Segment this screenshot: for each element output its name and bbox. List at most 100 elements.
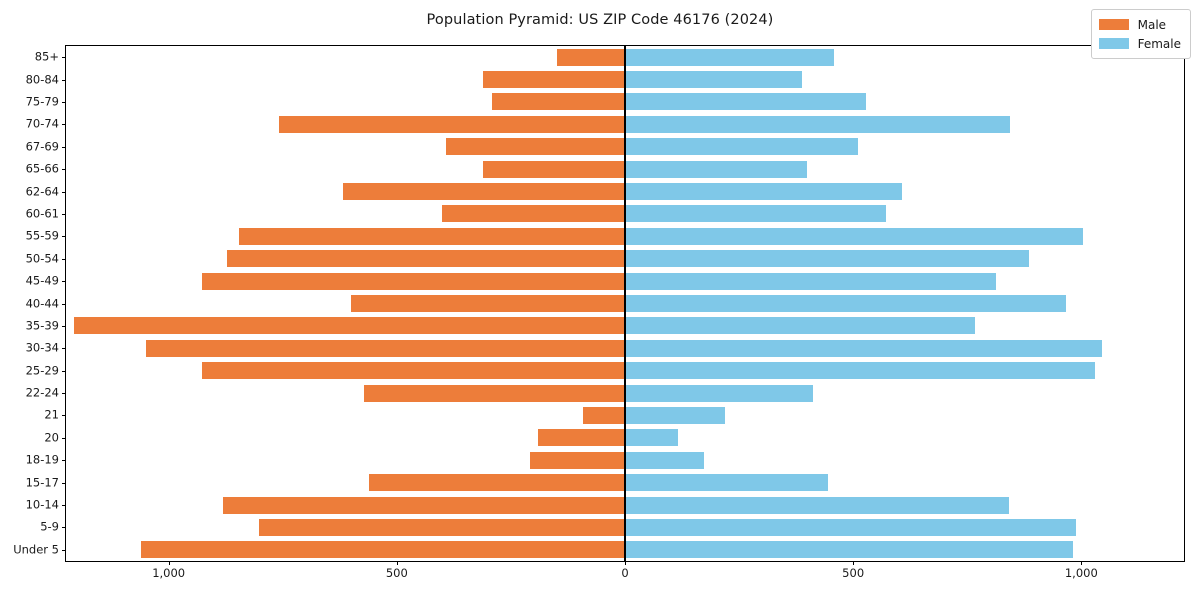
bar-row — [66, 294, 1184, 312]
x-axis-tick-label: 500 — [385, 566, 408, 580]
bar-female[interactable] — [625, 115, 1010, 133]
x-axis-tick-label: 500 — [842, 566, 865, 580]
bar-male[interactable] — [141, 541, 625, 559]
y-axis-tick-mark — [62, 437, 66, 439]
y-axis-tick-label: 67-69 — [25, 139, 59, 153]
y-axis-tick-label: 85+ — [34, 49, 59, 64]
y-axis-tick-label: 70-74 — [25, 116, 59, 131]
legend-label-male: Male — [1137, 17, 1167, 32]
page-title: Population Pyramid: US ZIP Code 46176 (2… — [426, 12, 774, 28]
legend-entry-male[interactable]: Male — [1098, 15, 1181, 34]
legend-entry-female[interactable]: Female — [1098, 34, 1181, 53]
bar-female[interactable] — [625, 250, 1029, 268]
bar-female[interactable] — [625, 138, 859, 156]
bar-female[interactable] — [625, 406, 725, 424]
bar-male[interactable] — [201, 362, 625, 380]
plot-area: 85+ 80-84 75-79 70-74 67-69 65-66 62-64 60-61 55… — [13, 45, 1185, 579]
y-axis-tick-label: 22-24 — [25, 385, 59, 400]
x-axis-tick-label: 1,000 — [152, 566, 186, 580]
bar-male[interactable] — [368, 474, 625, 492]
y-axis-tick-label: 62-64 — [25, 183, 59, 198]
bar-female[interactable] — [625, 160, 807, 178]
bar-row — [66, 339, 1184, 357]
y-axis-tick-label: Under 5 — [13, 542, 59, 557]
bar-female[interactable] — [625, 541, 1074, 559]
bar-male[interactable] — [343, 183, 625, 201]
y-axis-tick-mark — [62, 281, 66, 283]
y-axis-tick-mark — [62, 527, 66, 529]
y-axis-tick-label: 21 — [44, 407, 59, 422]
x-axis-tick-label: 1,000 — [1064, 566, 1098, 580]
y-axis-tick-mark — [62, 393, 66, 395]
y-axis-tick-mark — [62, 325, 66, 327]
bar-female[interactable] — [625, 71, 802, 89]
bar-female[interactable] — [625, 518, 1076, 536]
bar-row — [66, 71, 1184, 89]
bar-row — [66, 183, 1184, 201]
y-axis-tick-label: 18-19 — [25, 452, 59, 467]
bar-male[interactable] — [491, 93, 625, 111]
bar-female[interactable] — [625, 272, 996, 290]
bar-male[interactable] — [146, 339, 625, 357]
x-axis-tick-mark — [625, 561, 626, 565]
y-axis-tick-label: 30-34 — [25, 340, 59, 355]
y-axis-tick-label: 50-54 — [25, 250, 59, 265]
bar-male[interactable] — [530, 451, 625, 469]
bar-female[interactable] — [625, 48, 834, 66]
bars-layer — [66, 46, 1184, 561]
bar-row — [66, 496, 1184, 514]
bar-female[interactable] — [625, 429, 679, 447]
bar-female[interactable] — [625, 451, 704, 469]
y-axis-tick-mark — [62, 101, 66, 103]
x-axis-tick-mark — [1081, 561, 1083, 565]
bar-male[interactable] — [222, 496, 625, 514]
bar-female[interactable] — [625, 339, 1103, 357]
bar-row — [66, 451, 1184, 469]
bar-female[interactable] — [625, 205, 886, 223]
y-axis-tick-label: 45-49 — [25, 273, 59, 288]
bar-female[interactable] — [625, 294, 1067, 312]
bar-row — [66, 138, 1184, 156]
bar-female[interactable] — [625, 317, 975, 335]
bar-female[interactable] — [625, 474, 828, 492]
legend-swatch-male-icon — [1098, 19, 1129, 30]
y-axis-tick-mark — [62, 549, 66, 551]
y-axis-tick-label: 60-61 — [25, 206, 59, 221]
bar-male[interactable] — [239, 227, 625, 245]
bar-male[interactable] — [446, 138, 625, 156]
bar-male[interactable] — [73, 317, 625, 335]
y-axis-tick-label: 80-84 — [25, 71, 59, 86]
bar-male[interactable] — [582, 406, 625, 424]
y-axis-tick-mark — [62, 303, 66, 305]
y-axis-tick-mark — [62, 124, 66, 126]
bar-male[interactable] — [227, 250, 625, 268]
y-axis-tick-mark — [62, 460, 66, 462]
x-axis-tick-mark — [853, 561, 855, 565]
bar-male[interactable] — [538, 429, 625, 447]
bar-male[interactable] — [201, 272, 625, 290]
bar-male[interactable] — [278, 115, 625, 133]
bar-male[interactable] — [363, 384, 625, 402]
bar-female[interactable] — [625, 183, 902, 201]
bar-male[interactable] — [258, 518, 625, 536]
bar-male[interactable] — [442, 205, 625, 223]
bar-male[interactable] — [556, 48, 625, 66]
bar-row — [66, 406, 1184, 424]
bar-male[interactable] — [482, 71, 625, 89]
bar-row — [66, 541, 1184, 559]
bar-female[interactable] — [625, 496, 1009, 514]
bar-male[interactable] — [482, 160, 625, 178]
bar-male[interactable] — [351, 294, 625, 312]
bar-row — [66, 250, 1184, 268]
bar-female[interactable] — [625, 227, 1084, 245]
y-axis-tick-label: 5-9 — [40, 519, 59, 534]
y-axis-tick-label: 65-66 — [25, 161, 59, 176]
bar-female[interactable] — [625, 384, 813, 402]
x-axis-tick-label: 0 — [621, 566, 629, 580]
bar-female[interactable] — [625, 362, 1095, 380]
y-axis-tick-label: 25-29 — [25, 362, 59, 377]
bar-female[interactable] — [625, 93, 867, 111]
bar-row — [66, 317, 1184, 335]
y-axis-tick-mark — [62, 191, 66, 193]
bar-row — [66, 272, 1184, 290]
